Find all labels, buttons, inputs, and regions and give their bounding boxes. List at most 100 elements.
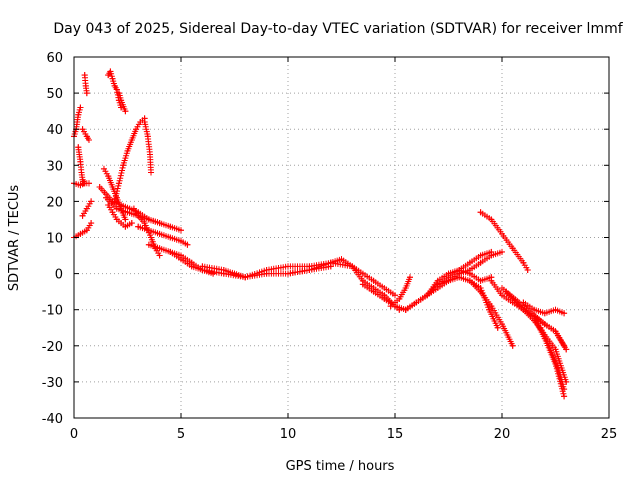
data-point	[546, 342, 553, 349]
data-point	[466, 277, 473, 284]
data-point	[148, 169, 155, 176]
data-point	[424, 292, 431, 299]
data-point	[178, 256, 184, 263]
data-point	[528, 310, 535, 317]
data-point	[103, 191, 110, 198]
data-point	[167, 248, 174, 255]
data-point	[477, 209, 484, 216]
data-point	[231, 270, 238, 277]
data-point	[285, 263, 291, 270]
data-point	[141, 118, 148, 125]
data-point	[167, 223, 174, 230]
data-point	[220, 266, 227, 273]
data-point	[477, 252, 484, 259]
data-series-arc-09	[115, 90, 129, 115]
data-point	[199, 263, 206, 270]
data-point	[381, 295, 388, 302]
data-point	[263, 266, 270, 273]
data-point	[135, 212, 142, 219]
data-point	[83, 227, 90, 234]
data-point	[107, 68, 114, 75]
data-point	[122, 108, 129, 115]
data-point	[79, 212, 86, 219]
data-point	[486, 306, 493, 313]
data-point	[120, 162, 127, 169]
y-tick-label: 10	[46, 232, 63, 247]
data-point	[531, 306, 538, 313]
y-tick-label: -30	[42, 376, 63, 391]
data-point	[402, 285, 409, 292]
data-point	[402, 306, 409, 313]
data-point	[83, 90, 90, 97]
data-point	[477, 288, 484, 295]
data-point	[77, 230, 84, 237]
data-point	[78, 169, 85, 176]
data-point	[413, 299, 420, 306]
x-tick-label: 10	[280, 427, 297, 442]
data-point	[88, 198, 95, 205]
data-point	[370, 277, 377, 284]
data-point	[167, 234, 174, 241]
data-point	[145, 241, 152, 248]
data-point	[141, 220, 148, 227]
data-point	[111, 82, 118, 89]
data-point	[88, 220, 95, 227]
data-point	[81, 72, 88, 79]
data-point	[392, 292, 398, 299]
data-point	[552, 346, 559, 353]
data-point	[488, 248, 495, 255]
data-point	[242, 274, 249, 281]
data-point	[561, 342, 568, 349]
data-point	[146, 151, 153, 158]
data-point	[118, 220, 125, 227]
data-point	[499, 230, 505, 237]
data-point	[445, 270, 452, 277]
data-point	[509, 342, 516, 349]
data-series-arc-17	[135, 223, 191, 248]
data-point	[144, 133, 151, 140]
data-point	[156, 230, 163, 237]
data-point	[563, 346, 570, 353]
data-series-arc-12	[141, 118, 155, 176]
data-point	[115, 180, 122, 187]
data-point	[349, 263, 356, 270]
data-point	[477, 277, 484, 284]
x-tick-label: 5	[177, 427, 185, 442]
data-point	[178, 227, 184, 234]
data-point	[327, 259, 334, 266]
data-point	[156, 245, 163, 252]
data-point	[178, 238, 184, 245]
data-series-arc-35	[537, 324, 568, 393]
data-point	[109, 198, 116, 205]
y-tick-label: 40	[46, 123, 63, 138]
data-point	[85, 180, 92, 187]
data-point	[128, 220, 135, 227]
data-point	[79, 126, 86, 133]
data-point	[552, 328, 559, 335]
data-point	[75, 144, 82, 151]
data-layer	[71, 68, 570, 400]
data-point	[561, 393, 568, 400]
data-point	[477, 259, 484, 266]
data-series-arc-34	[531, 313, 570, 353]
data-point	[77, 158, 84, 165]
data-point	[466, 259, 473, 266]
data-point	[122, 223, 129, 230]
data-point	[113, 216, 120, 223]
data-point	[113, 205, 120, 212]
data-point	[488, 277, 495, 284]
data-series-arc-05	[81, 72, 90, 97]
data-point	[128, 137, 135, 144]
data-point	[100, 165, 107, 172]
x-tick-label: 20	[494, 427, 511, 442]
data-series-arc-29	[477, 209, 531, 273]
data-point	[554, 364, 561, 371]
data-point	[96, 183, 103, 190]
tick-layer: 0 5 10 15 20 25 60 50 40 30 20 10 0 -10 -20 -30 -40	[42, 51, 618, 442]
data-point	[434, 281, 441, 288]
data-point	[285, 270, 291, 277]
data-point	[445, 277, 452, 284]
data-point	[524, 266, 531, 273]
data-point	[82, 82, 89, 89]
